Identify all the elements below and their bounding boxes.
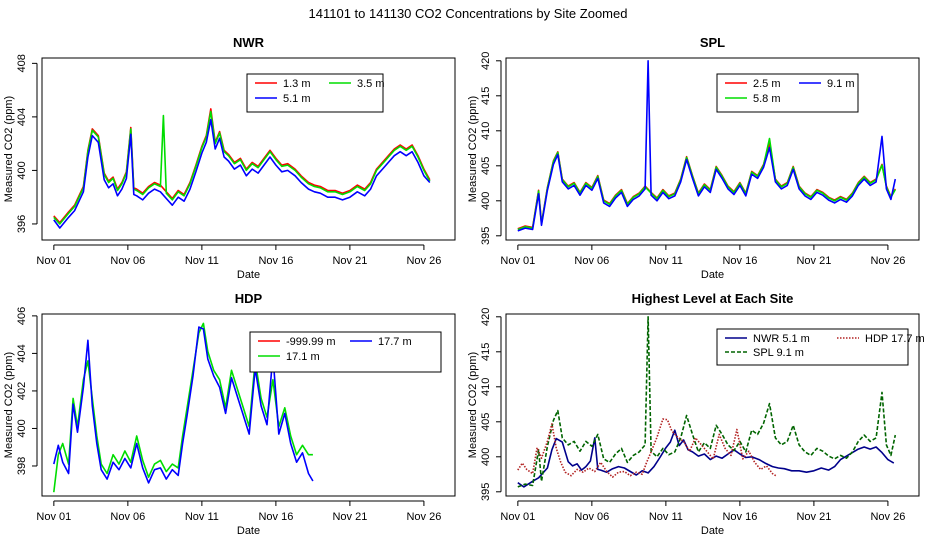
y-axis-label-spl: Measured CO2 (ppm) xyxy=(467,96,479,202)
legend-label-highest-level-at-each-site-spl-9-1-m: SPL 9.1 m xyxy=(753,347,804,359)
x-tick-label-highest-level-at-each-site-1: Nov 06 xyxy=(574,511,609,523)
x-axis-label-hdp: Date xyxy=(237,525,260,537)
y-tick-label-highest-level-at-each-site-5: 420 xyxy=(480,308,492,326)
y-tick-label-nwr-1: 400 xyxy=(16,161,28,179)
x-tick-label-highest-level-at-each-site-4: Nov 21 xyxy=(796,511,831,523)
legend-label-hdp-17-7-m: 17.7 m xyxy=(378,336,412,348)
x-axis-label-spl: Date xyxy=(701,269,724,281)
y-tick-label-nwr-0: 396 xyxy=(16,215,28,233)
x-tick-label-spl-5: Nov 26 xyxy=(870,255,905,267)
plot-frame-highest-level-at-each-site xyxy=(505,313,920,497)
chart-hdp: HDP Nov 01 Nov 06 Nov 11 Nov 16 Nov 21 Nov 26 D… xyxy=(3,291,456,537)
chart-grid: NWR Nov 01 Nov 06 Nov 11 Nov 16 Nov 21 Nov 26 D… xyxy=(3,35,925,537)
y-tick-label-spl-3: 410 xyxy=(480,122,492,140)
y-tick-label-highest-level-at-each-site-3: 410 xyxy=(480,378,492,396)
chart-spl: SPL Nov 01 Nov 06 Nov 11 Nov 16 Nov 21 Nov 26 D… xyxy=(467,35,920,281)
y-tick-label-hdp-2: 402 xyxy=(16,382,28,400)
x-tick-label-highest-level-at-each-site-5: Nov 26 xyxy=(870,511,905,523)
y-tick-label-highest-level-at-each-site-4: 415 xyxy=(480,343,492,361)
series-line-highest-level-at-each-site-hdp-17-7-m xyxy=(517,418,778,478)
y-tick-label-nwr-3: 408 xyxy=(16,54,28,72)
x-tick-label-spl-0: Nov 01 xyxy=(500,255,535,267)
x-tick-label-spl-4: Nov 21 xyxy=(796,255,831,267)
series-line-nwr-1-3-m xyxy=(53,108,431,224)
x-tick-label-hdp-5: Nov 26 xyxy=(406,511,441,523)
legend-label-hdp-17-1-m: 17.1 m xyxy=(286,351,320,363)
x-tick-label-hdp-2: Nov 11 xyxy=(185,511,219,523)
legend-label-hdp-999-99-m: -999.99 m xyxy=(286,336,336,348)
legend-label-spl-9-1-m: 9.1 m xyxy=(827,78,855,90)
legend-label-nwr-3-5-m: 3.5 m xyxy=(357,78,385,90)
y-tick-label-hdp-4: 406 xyxy=(16,307,28,325)
y-tick-label-highest-level-at-each-site-2: 405 xyxy=(480,413,492,431)
y-tick-label-highest-level-at-each-site-0: 395 xyxy=(480,483,492,501)
x-tick-label-nwr-0: Nov 01 xyxy=(36,255,71,267)
y-tick-label-spl-5: 420 xyxy=(480,52,492,70)
plot-frame-hdp xyxy=(41,313,456,497)
x-tick-label-nwr-3: Nov 16 xyxy=(258,255,293,267)
plot-frame-spl xyxy=(505,57,920,241)
figure-title: 141101 to 141130 CO2 Concentrations by S… xyxy=(309,6,628,21)
y-axis-label-nwr: Measured CO2 (ppm) xyxy=(3,96,15,202)
x-tick-label-spl-1: Nov 06 xyxy=(574,255,609,267)
x-tick-label-spl-2: Nov 11 xyxy=(649,255,683,267)
legend-box-highest-level-at-each-site xyxy=(716,328,909,366)
x-tick-label-nwr-2: Nov 11 xyxy=(185,255,219,267)
x-tick-label-hdp-4: Nov 21 xyxy=(332,511,367,523)
series-line-hdp-17-7-m xyxy=(53,326,314,484)
chart-title-nwr: NWR xyxy=(233,35,265,50)
legend-highest-level-at-each-site: NWR 5.1 m SPL 9.1 m HDP 17.7 m xyxy=(716,328,925,366)
y-tick-label-hdp-0: 398 xyxy=(16,457,28,475)
x-axis-label-nwr: Date xyxy=(237,269,260,281)
chart-highest-level-at-each-site: Highest Level at Each Site Nov 01 Nov 06 No… xyxy=(467,291,925,537)
legend-box-hdp xyxy=(249,331,442,373)
series-line-nwr-5-1-m xyxy=(53,118,431,229)
y-tick-label-hdp-3: 404 xyxy=(16,344,28,362)
x-tick-label-nwr-4: Nov 21 xyxy=(332,255,367,267)
x-axis-label-highest-level-at-each-site: Date xyxy=(701,525,724,537)
y-tick-label-spl-1: 400 xyxy=(480,192,492,210)
x-tick-label-nwr-5: Nov 26 xyxy=(406,255,441,267)
series-line-spl-5-8-m xyxy=(517,137,896,231)
series-line-spl-9-1-m xyxy=(517,60,897,232)
x-tick-label-nwr-1: Nov 06 xyxy=(110,255,145,267)
y-tick-label-spl-2: 405 xyxy=(480,157,492,175)
chart-nwr: NWR Nov 01 Nov 06 Nov 11 Nov 16 Nov 21 Nov 26 D… xyxy=(3,35,456,281)
plot-frame-nwr xyxy=(41,57,456,241)
legend-nwr: 1.3 m 5.1 m 3.5 m xyxy=(246,73,385,113)
legend-label-highest-level-at-each-site-nwr-5-1-m: NWR 5.1 m xyxy=(753,333,810,345)
x-tick-label-highest-level-at-each-site-0: Nov 01 xyxy=(500,511,535,523)
series-line-nwr-3-5-m xyxy=(53,110,431,225)
legend-label-spl-2-5-m: 2.5 m xyxy=(753,78,781,90)
legend-label-spl-5-8-m: 5.8 m xyxy=(753,93,781,105)
x-tick-label-hdp-3: Nov 16 xyxy=(258,511,293,523)
y-tick-label-spl-4: 415 xyxy=(480,87,492,105)
legend-label-highest-level-at-each-site-hdp-17-7-m: HDP 17.7 m xyxy=(865,333,925,345)
x-tick-label-highest-level-at-each-site-2: Nov 11 xyxy=(649,511,683,523)
y-axis-label-hdp: Measured CO2 (ppm) xyxy=(3,352,15,458)
x-tick-label-hdp-1: Nov 06 xyxy=(110,511,145,523)
x-tick-label-hdp-0: Nov 01 xyxy=(36,511,71,523)
series-line-highest-level-at-each-site-spl-9-1-m xyxy=(517,316,897,488)
legend-box-spl xyxy=(716,73,859,113)
legend-spl: 2.5 m 5.8 m 9.1 m xyxy=(716,73,859,113)
chart-title-hdp: HDP xyxy=(235,291,263,306)
legend-label-nwr-5-1-m: 5.1 m xyxy=(283,93,311,105)
x-tick-label-highest-level-at-each-site-3: Nov 16 xyxy=(722,511,757,523)
y-axis-label-highest-level-at-each-site: Measured CO2 (ppm) xyxy=(467,352,479,458)
y-tick-label-spl-0: 395 xyxy=(480,227,492,245)
y-tick-label-nwr-2: 404 xyxy=(16,108,28,126)
y-tick-label-highest-level-at-each-site-1: 400 xyxy=(480,448,492,466)
x-tick-label-spl-3: Nov 16 xyxy=(722,255,757,267)
series-line-highest-level-at-each-site-nwr-5-1-m xyxy=(517,429,895,488)
chart-title-spl: SPL xyxy=(700,35,725,50)
y-tick-label-hdp-1: 400 xyxy=(16,419,28,437)
chart-title-highest-level-at-each-site: Highest Level at Each Site xyxy=(632,291,794,306)
legend-box-nwr xyxy=(246,73,384,113)
legend-hdp: -999.99 m 17.1 m 17.7 m xyxy=(249,331,442,373)
legend-label-nwr-1-3-m: 1.3 m xyxy=(283,78,311,90)
